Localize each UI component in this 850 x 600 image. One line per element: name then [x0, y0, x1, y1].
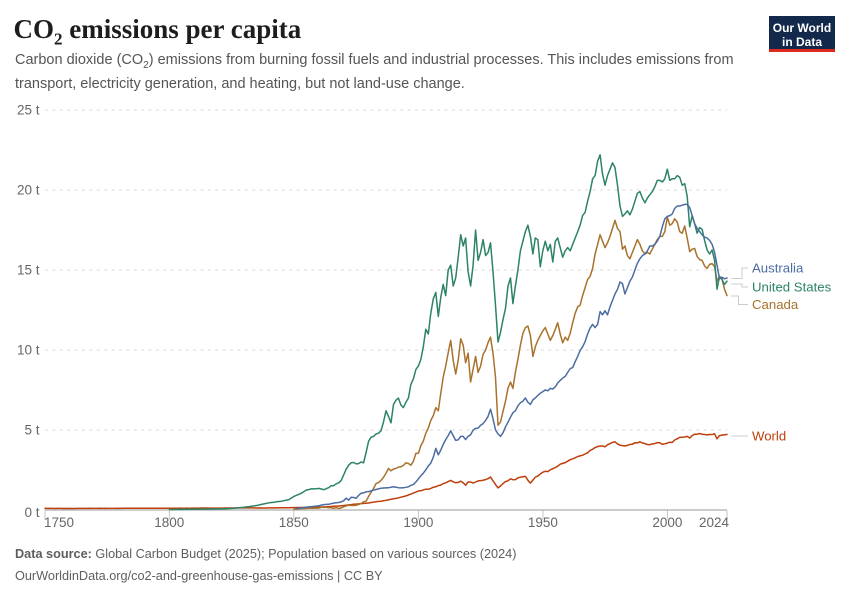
svg-text:2000: 2000	[652, 515, 682, 530]
svg-text:1900: 1900	[403, 515, 433, 530]
svg-text:1850: 1850	[279, 515, 309, 530]
svg-text:10 t: 10 t	[17, 343, 40, 358]
svg-text:5 t: 5 t	[24, 423, 39, 438]
svg-text:15 t: 15 t	[17, 263, 40, 278]
svg-text:0 t: 0 t	[24, 505, 39, 520]
svg-text:Australia: Australia	[752, 261, 804, 276]
svg-text:1950: 1950	[528, 515, 558, 530]
svg-text:1750: 1750	[44, 515, 74, 530]
svg-text:25 t: 25 t	[17, 103, 40, 118]
svg-text:20 t: 20 t	[17, 183, 40, 198]
svg-text:2024: 2024	[699, 515, 730, 530]
svg-text:United States: United States	[752, 280, 832, 295]
svg-text:World: World	[752, 429, 786, 444]
svg-text:1800: 1800	[154, 515, 184, 530]
svg-text:Canada: Canada	[752, 297, 799, 312]
